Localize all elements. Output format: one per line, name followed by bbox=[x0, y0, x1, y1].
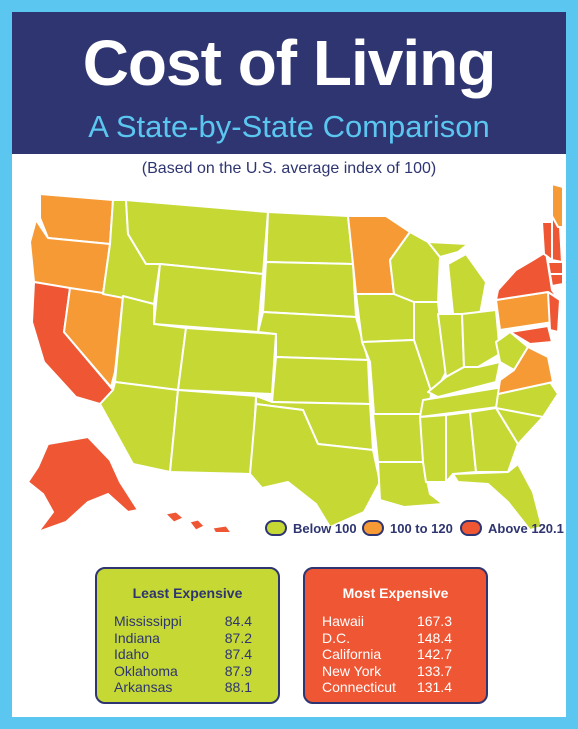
state-massachusetts bbox=[547, 261, 563, 275]
state-michigan bbox=[427, 241, 487, 315]
state-kentucky bbox=[427, 361, 501, 398]
state-index: 87.9 bbox=[224, 662, 252, 679]
page-subtitle: A State-by-State Comparison bbox=[88, 109, 490, 144]
least-expensive-box: Least Expensive Mississippi 84.4 Indiana… bbox=[95, 567, 280, 704]
state-name: Arkansas bbox=[114, 679, 173, 695]
list-item: Mississippi 84.4 bbox=[97, 613, 278, 630]
most-expensive-box: Most Expensive Hawaii 167.3 D.C. 148.4 C… bbox=[303, 567, 488, 704]
list-item: California 142.7 bbox=[305, 646, 486, 663]
legend-swatch-green bbox=[265, 520, 287, 536]
state-alaska bbox=[27, 436, 139, 532]
state-name: California bbox=[322, 646, 382, 662]
list-item: New York 133.7 bbox=[305, 663, 486, 680]
list-item: Oklahoma 87.9 bbox=[97, 663, 278, 680]
list-item: Connecticut 131.4 bbox=[305, 679, 486, 696]
state-vermont bbox=[541, 221, 553, 261]
legend-item-100-120: 100 to 120 bbox=[362, 520, 453, 536]
state-colorado bbox=[177, 327, 277, 395]
state-name: Mississippi bbox=[114, 613, 182, 629]
state-name: New York bbox=[322, 662, 382, 679]
state-hawaii bbox=[165, 511, 232, 532]
page-title: Cost of Living bbox=[82, 27, 497, 99]
state-name: Connecticut bbox=[322, 679, 396, 695]
list-item: Arkansas 88.1 bbox=[97, 679, 278, 696]
state-arizona bbox=[99, 381, 179, 473]
legend-label: Above 120.1 bbox=[488, 520, 564, 536]
state-index: 167.3 bbox=[416, 613, 452, 629]
state-florida bbox=[452, 463, 543, 531]
state-new-mexico bbox=[169, 389, 257, 475]
state-washington bbox=[39, 193, 114, 245]
state-index: 84.4 bbox=[224, 613, 252, 629]
state-ohio bbox=[461, 309, 501, 368]
state-kansas bbox=[271, 356, 371, 405]
header-banner: Cost of Living A State-by-State Comparis… bbox=[12, 12, 566, 154]
legend-item-below-100: Below 100 bbox=[265, 520, 357, 536]
legend-swatch-orange bbox=[362, 520, 384, 536]
legend-label: Below 100 bbox=[293, 520, 357, 536]
least-expensive-title: Least Expensive bbox=[132, 585, 243, 601]
state-index: 133.7 bbox=[416, 662, 452, 679]
state-name: Indiana bbox=[114, 629, 160, 646]
list-item: Indiana 87.2 bbox=[97, 630, 278, 647]
state-georgia bbox=[469, 407, 519, 473]
state-texas bbox=[249, 403, 381, 528]
state-index: 131.4 bbox=[416, 679, 452, 695]
state-name: Hawaii bbox=[322, 613, 365, 629]
state-mississippi bbox=[419, 414, 447, 483]
state-wyoming bbox=[153, 263, 264, 333]
legend-swatch-red bbox=[460, 520, 482, 536]
state-maryland bbox=[509, 325, 553, 345]
state-iowa bbox=[355, 293, 415, 343]
state-montana bbox=[125, 199, 269, 275]
state-index: 87.2 bbox=[224, 629, 252, 646]
state-virginia bbox=[497, 346, 554, 395]
state-name: Idaho bbox=[114, 646, 150, 662]
state-wisconsin bbox=[389, 231, 441, 303]
most-expensive-title: Most Expensive bbox=[342, 585, 449, 601]
list-item: Hawaii 167.3 bbox=[305, 613, 486, 630]
state-index: 88.1 bbox=[224, 679, 252, 695]
state-name: Oklahoma bbox=[114, 662, 178, 679]
legend-item-above-120: Above 120.1 bbox=[460, 520, 564, 536]
state-connecticut bbox=[549, 273, 563, 287]
list-item: Idaho 87.4 bbox=[97, 646, 278, 663]
state-index: 148.4 bbox=[416, 629, 452, 646]
state-index: 142.7 bbox=[416, 646, 452, 662]
state-north-dakota bbox=[265, 211, 354, 265]
state-new-york bbox=[495, 251, 559, 301]
state-maine bbox=[551, 183, 563, 228]
state-index: 87.4 bbox=[224, 646, 252, 662]
index-note: (Based on the U.S. average index of 100) bbox=[141, 160, 437, 177]
list-item: D.C. 148.4 bbox=[305, 630, 486, 647]
state-name: D.C. bbox=[322, 629, 350, 646]
state-south-dakota bbox=[262, 261, 357, 318]
us-map bbox=[27, 183, 563, 532]
legend-label: 100 to 120 bbox=[390, 520, 453, 536]
